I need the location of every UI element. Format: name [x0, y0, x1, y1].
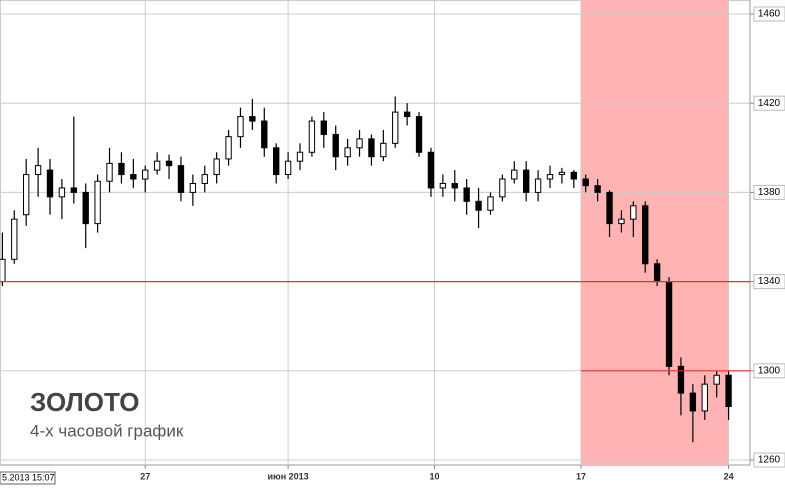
- candle-body: [46, 169, 54, 198]
- candle-body: [511, 169, 518, 180]
- candle-body: [463, 187, 470, 202]
- candle-body: [451, 182, 458, 189]
- candle-body: [189, 182, 197, 193]
- candle-body: [725, 374, 732, 407]
- candle-body: [594, 185, 601, 193]
- candle-body: [582, 178, 589, 187]
- candle-body: [499, 178, 506, 198]
- candle-body: [701, 383, 708, 412]
- candle-body: [320, 120, 327, 135]
- candle-body: [606, 191, 613, 225]
- candle-body: [630, 205, 637, 220]
- x-tick-label: 24: [724, 471, 734, 481]
- chart-subtitle: 4-х часовой график: [30, 421, 184, 440]
- candle-body: [570, 171, 577, 180]
- y-tick-box: [753, 95, 785, 111]
- x-tick-label: 10: [430, 471, 440, 481]
- y-tick-label: 1460: [758, 9, 781, 20]
- candle-body: [213, 158, 220, 176]
- candle-body: [665, 281, 673, 367]
- candle-body: [58, 187, 66, 198]
- candle-body: [546, 174, 554, 180]
- candle-body: [689, 392, 697, 412]
- candle-body: [427, 151, 435, 189]
- y-tick-box: [753, 452, 785, 468]
- y-tick-box: [753, 274, 785, 290]
- candle-body: [296, 151, 304, 162]
- candle-body: [487, 196, 494, 211]
- candle-body: [368, 138, 375, 158]
- candle-body: [534, 178, 542, 193]
- candle-body: [142, 169, 149, 180]
- candle-body: [94, 180, 101, 225]
- candle-body: [249, 116, 256, 122]
- y-tick-box: [753, 363, 785, 379]
- candle-body: [475, 200, 482, 211]
- candle-body: [642, 205, 649, 265]
- candle-body: [439, 182, 447, 189]
- candle-body: [380, 142, 387, 158]
- y-tick-label: 1340: [758, 276, 781, 287]
- cursor-label: 5.2013 15:07: [2, 472, 55, 482]
- x-tick-label: июн 2013: [268, 471, 309, 481]
- candle-body: [403, 111, 411, 118]
- candle-body: [225, 136, 232, 160]
- y-tick-box: [753, 184, 785, 200]
- chart-title: ЗОЛОТО: [30, 387, 139, 417]
- candle-body: [356, 138, 363, 149]
- candle-body: [153, 160, 161, 171]
- candle-body: [0, 258, 6, 283]
- y-tick-box: [753, 6, 785, 22]
- candle-body: [308, 120, 316, 153]
- candle-body: [392, 111, 399, 144]
- candle-body: [713, 374, 720, 385]
- candle-body: [34, 165, 42, 176]
- candle-body: [177, 165, 185, 193]
- candle-body: [523, 169, 530, 193]
- candle-body: [332, 133, 339, 158]
- cursor-box: [0, 471, 56, 485]
- candle-body: [653, 263, 661, 283]
- y-tick-label: 1420: [758, 98, 781, 109]
- candle-body: [261, 120, 268, 149]
- candle-body: [284, 160, 292, 176]
- candle-body: [130, 174, 137, 180]
- candle-body: [11, 218, 18, 260]
- candle-body: [415, 116, 423, 153]
- candle-body: [82, 191, 89, 225]
- candle-body: [677, 365, 685, 394]
- x-tick-label: 27: [140, 471, 150, 481]
- candle-body: [618, 218, 625, 225]
- x-tick-label: 17: [576, 471, 586, 481]
- candle-body: [273, 147, 280, 176]
- candle-body: [558, 171, 566, 176]
- y-tick-label: 1300: [758, 365, 781, 376]
- candle-body: [106, 162, 113, 182]
- candle-body: [23, 174, 30, 216]
- candle-body: [344, 147, 351, 158]
- candle-body: [201, 174, 208, 184]
- candle-body: [70, 187, 77, 193]
- candle-body: [237, 116, 244, 138]
- candle-body: [118, 162, 125, 176]
- y-tick-label: 1380: [758, 187, 781, 198]
- candle-body: [165, 160, 173, 167]
- y-tick-label: 1260: [758, 455, 781, 466]
